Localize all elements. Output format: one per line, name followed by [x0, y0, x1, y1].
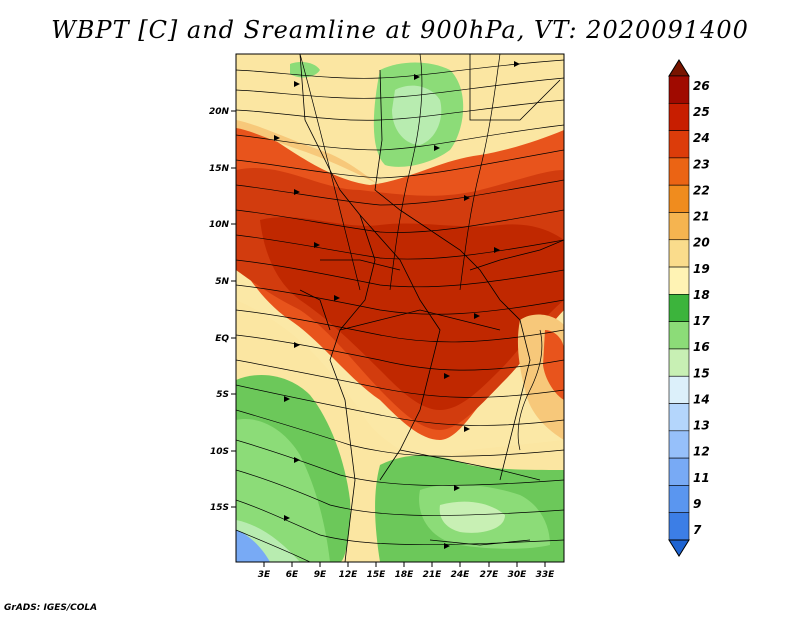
colorbar-box [668, 430, 690, 459]
colorbar-box [668, 457, 690, 486]
lon-label: 21E [423, 570, 443, 580]
longitude-axis: 3E 6E 9E 12E 15E 18E 21E 24E 27E 30E 33E [258, 562, 555, 580]
lat-label: 15S [210, 503, 229, 513]
streamline-arrows [274, 61, 520, 549]
map-frame [235, 53, 565, 563]
colorbar-label: 13 [693, 419, 710, 433]
colorbar-box [668, 266, 690, 295]
colorbar-label: 12 [693, 445, 710, 459]
colorbar-box [668, 212, 690, 241]
credit-text: GrADS: IGES/COLA [4, 603, 98, 613]
lon-label: 18E [395, 570, 415, 580]
colorbar-label: 23 [693, 157, 710, 171]
colorbar-box [668, 403, 690, 432]
colorbar-label: 17 [693, 314, 710, 328]
colorbar-label: 21 [693, 210, 710, 224]
colorbar-label: 26 [693, 79, 710, 93]
lat-label: 10S [210, 447, 229, 457]
lon-label: 15E [367, 570, 387, 580]
colorbar-top-arrow [668, 59, 690, 77]
lon-label: 33E [536, 570, 556, 580]
colorbar-box [668, 512, 690, 541]
lon-label: 24E [451, 570, 471, 580]
colorbar-label: 22 [693, 183, 710, 197]
lon-label: 30E [508, 570, 528, 580]
lat-label: 20N [209, 107, 230, 117]
colorbar-box [668, 184, 690, 213]
country-borders [299, 54, 564, 562]
wbpt-field [236, 54, 564, 562]
lat-label: 15N [209, 164, 230, 174]
lon-label: 27E [480, 570, 500, 580]
colorbar-box [668, 157, 690, 186]
colorbar-box [668, 375, 690, 404]
colorbar-label: 20 [693, 236, 710, 250]
lon-label: 6E [286, 570, 299, 580]
colorbar-label: 9 [693, 497, 701, 511]
lat-label: 10N [209, 220, 230, 230]
colorbar-label: 7 [693, 523, 702, 537]
colorbar-label: 18 [693, 288, 710, 302]
chart-title: WBPT [C] and Sreamline at 900hPa, VT: 20… [51, 16, 749, 44]
lon-label: 9E [314, 570, 327, 580]
colorbar-box [668, 294, 690, 322]
colorbar-label: 14 [693, 392, 710, 406]
colorbar-box [668, 75, 690, 104]
colorbar-box [668, 102, 690, 131]
colorbar-box [668, 348, 690, 377]
colorbar-label: 24 [693, 131, 710, 145]
colorbar-label: 25 [693, 105, 710, 119]
lon-label: 12E [339, 570, 359, 580]
colorbar-box [668, 130, 690, 159]
lon-label: 3E [258, 570, 271, 580]
colorbar-label: 16 [693, 340, 710, 354]
colorbar-box [668, 485, 690, 514]
colorbar-label: 11 [693, 471, 710, 485]
colorbar-bottom-arrow [668, 539, 690, 557]
colorbar-label: 15 [693, 366, 710, 380]
colorbar-label: 19 [693, 262, 710, 276]
colorbar-box [668, 239, 690, 268]
lat-label: EQ [215, 334, 229, 344]
latitude-axis: 20N 15N 10N 5N EQ 5S 10S 15S [209, 107, 236, 513]
lat-label: 5N [215, 277, 229, 287]
colorbar-box [668, 321, 690, 350]
lat-label: 5S [216, 390, 229, 400]
